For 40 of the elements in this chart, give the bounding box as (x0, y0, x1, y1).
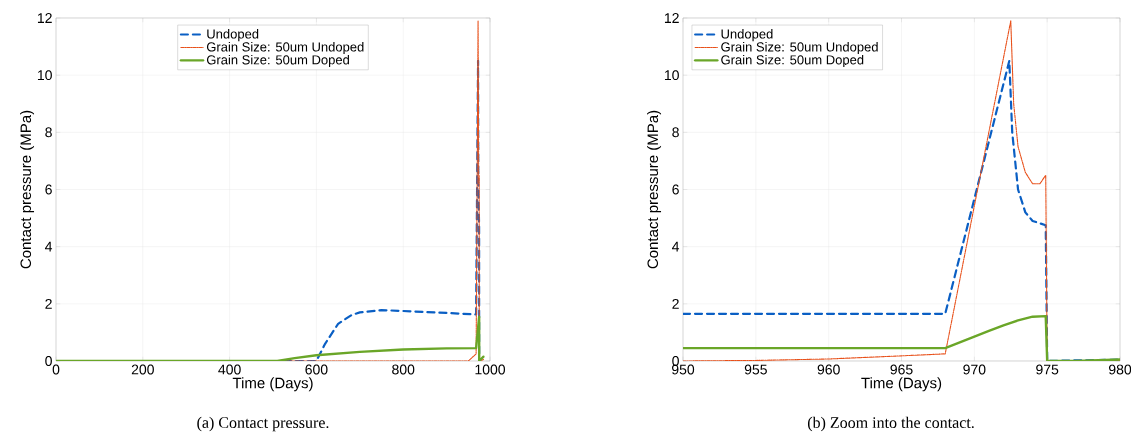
y-tick-label: 8 (45, 127, 52, 138)
x-axis-title: Time (Days) (861, 377, 942, 392)
y-tick-label: 8 (672, 127, 679, 138)
legend-label: Grain Size: 50um Undoped (721, 41, 878, 55)
y-tick-label: 12 (664, 13, 679, 23)
x-tick-label: 955 (744, 364, 767, 375)
x-tick-label: 965 (890, 364, 913, 375)
y-axis-title: Contact pressure (MPa) (20, 110, 35, 269)
x-tick-label: 960 (817, 364, 840, 375)
x-tick-label: 975 (1036, 364, 1059, 375)
x-tick-label: 980 (1108, 364, 1131, 375)
y-tick-label: 2 (45, 298, 52, 309)
y-tick-label: 2 (672, 298, 679, 309)
x-axis-title: Time (Days) (232, 377, 313, 392)
y-tick-label: 6 (45, 184, 52, 195)
x-tick-label: 950 (671, 364, 695, 375)
y-tick-label: 4 (672, 241, 680, 252)
y-tick-label: 0 (672, 356, 679, 366)
text: (a) Contact pressure. (197, 416, 329, 432)
line-series (56, 315, 485, 361)
legend-label: Undoped (721, 29, 773, 42)
x-tick-label: 970 (963, 364, 986, 375)
x-tick-label: 200 (131, 364, 154, 375)
x-tick-label: 400 (218, 364, 241, 375)
x-tick-label: 0 (52, 364, 60, 375)
x-tick-label: 800 (392, 364, 415, 375)
legend-label: Grain Size: 50um Doped (206, 54, 349, 68)
legend-label: Grain Size: 50um Doped (721, 54, 864, 68)
y-tick-label: 10 (664, 70, 679, 81)
x-tick-label: 600 (305, 364, 328, 375)
y-axis-title: Contact pressure (MPa) (647, 110, 662, 269)
text: (b) Zoom into the contact. (807, 416, 974, 432)
x-tick-label: 1000 (475, 364, 506, 375)
y-tick-label: 4 (45, 241, 53, 252)
y-tick-label: 10 (37, 70, 52, 81)
legend-label: Undoped (207, 29, 259, 42)
y-tick-label: 0 (45, 356, 52, 366)
y-tick-label: 12 (37, 13, 52, 23)
legend-label: Grain Size: 50um Undoped (206, 41, 364, 55)
y-tick-label: 6 (672, 184, 679, 195)
